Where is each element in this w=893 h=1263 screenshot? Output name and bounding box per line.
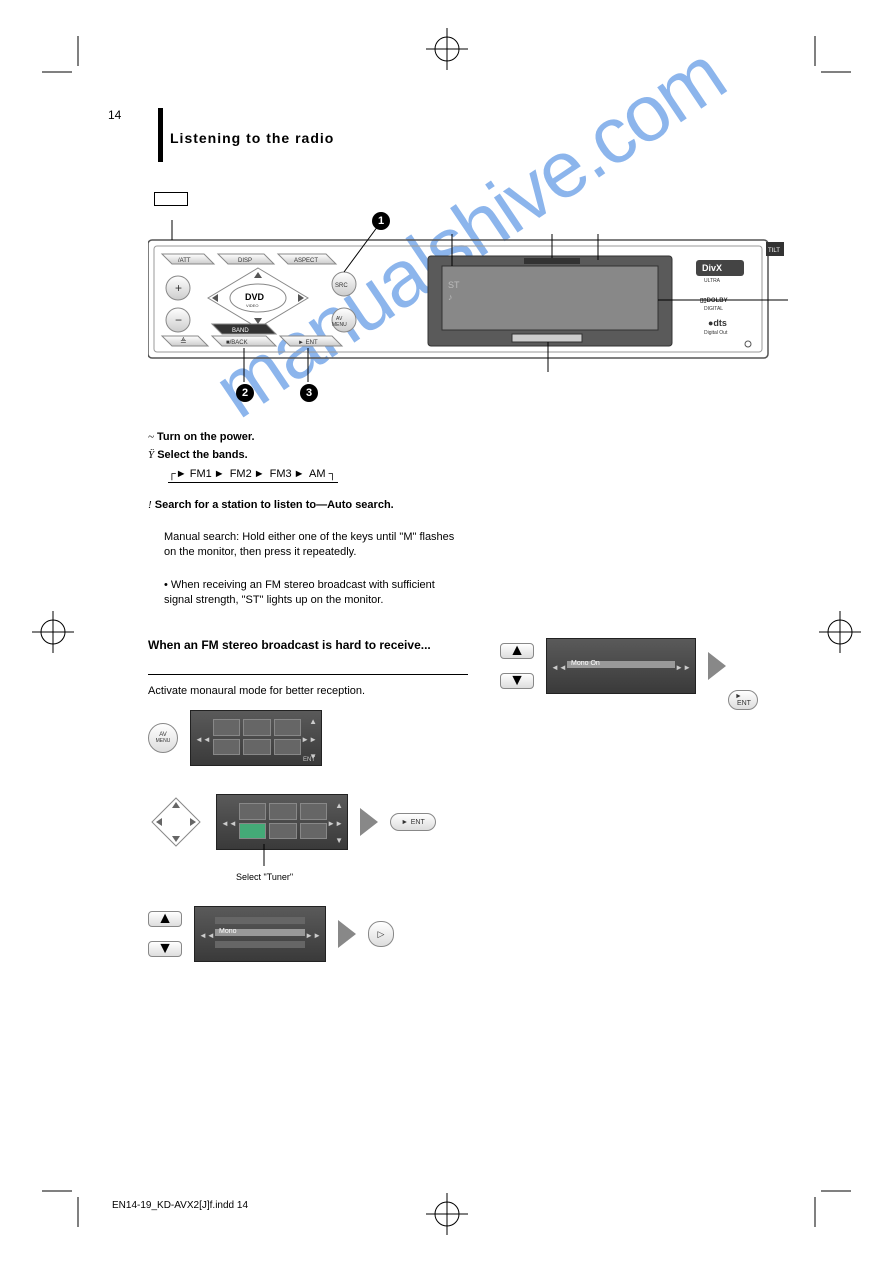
svg-text:DivX: DivX (702, 263, 722, 273)
crop-mark-bl (42, 1179, 90, 1227)
preset-bar (512, 334, 582, 342)
fm-subsection-rule (148, 674, 468, 675)
nav-down-icon-2: ▼ (500, 673, 534, 689)
registration-mark-bottom (426, 1193, 468, 1235)
svg-text:/ATT: /ATT (178, 258, 191, 264)
mini-lcd-4: ◄◄ ►► Mono On (546, 638, 696, 694)
svg-text:ASPECT: ASPECT (294, 258, 318, 264)
footer-filename: EN14-19_KD-AVX2[J]f.indd 14 (112, 1200, 248, 1211)
ent-button-device: ► ENT (280, 336, 342, 346)
svg-text:−: − (175, 313, 182, 327)
nav-right-icon: ▷ (368, 921, 394, 947)
svg-text:DVD: DVD (245, 292, 265, 302)
page-number: 14 (108, 108, 121, 122)
step3-text: ! Search for a station to listen to—Auto… (148, 498, 448, 513)
fm-step3: ▲ ▼ ◄◄ ►► Mono ▷ (148, 906, 394, 962)
callout-box-att (154, 192, 188, 206)
back-button: ■/BACK (212, 336, 276, 346)
band-sequence: ┌► FM1► FM2► FM3► AM ┐ (168, 468, 338, 483)
mini-lcd-2: ◄◄ ►► ▲ ▼ (216, 794, 348, 850)
svg-text:≜: ≜ (180, 337, 187, 346)
fm-step2: ◄◄ ►► ▲ ▼ ► ENT Select "Tuner" (148, 794, 436, 850)
aspect-button: ASPECT (278, 254, 336, 264)
att-button: /ATT (162, 254, 214, 264)
crop-mark-tr (803, 36, 851, 84)
callout-3: 3 (300, 384, 318, 402)
fm-step4: ▲ ▼ ◄◄ ►► Mono On ► ENT (500, 638, 726, 694)
svg-text:●dts: ●dts (708, 318, 727, 328)
mini-lcd-1: ◄◄ ►► ▲ ▼ ENT (190, 710, 322, 766)
dpad: DVD VIDEO (208, 268, 308, 328)
svg-text:Digital Out: Digital Out (704, 330, 728, 336)
disp-button: DISP (218, 254, 274, 264)
screen2-caption: Select "Tuner" (236, 872, 293, 882)
nav-up-icon: ▲ (148, 911, 182, 927)
svg-text:VIDEO: VIDEO (246, 303, 258, 308)
av-menu-button: AVMENU (332, 308, 356, 332)
fm-step1: AVMENU ◄◄ ►► ▲ ▼ ENT (148, 710, 322, 766)
step2-text: Ÿ Select the bands. (148, 448, 248, 463)
mini-lcd-3: ◄◄ ►► Mono (194, 906, 326, 962)
dpad-icon (148, 794, 204, 850)
svg-text:ULTRA: ULTRA (704, 278, 721, 284)
ent-button-icon-2: ► ENT (728, 690, 758, 710)
svg-text:DIGITAL: DIGITAL (704, 306, 723, 312)
step1-text: ~ Turn on the power. (148, 430, 255, 445)
callout-2: 2 (236, 384, 254, 402)
crop-mark-br (803, 1179, 851, 1227)
page-content: 14 Listening to the radio manualshive.co… (108, 100, 808, 1180)
nav-up-icon-2: ▲ (500, 643, 534, 659)
svg-text:▯▯DOLBY: ▯▯DOLBY (700, 298, 728, 304)
callout-1: 1 (372, 212, 390, 230)
section-bar (158, 108, 163, 162)
ent-button-icon: ► ENT (390, 813, 436, 831)
registration-mark-left (32, 611, 74, 653)
registration-mark-right (819, 611, 861, 653)
src-button: SRC (332, 272, 356, 296)
ir-sensor (745, 341, 751, 347)
svg-text:+: + (175, 281, 182, 295)
stereo-note-text: • When receiving an FM stereo broadcast … (164, 578, 464, 608)
device-diagram: /ATT DISP ASPECT + − DVD VIDEO (148, 220, 788, 425)
svg-text:♪: ♪ (448, 292, 453, 302)
disc-slot (524, 258, 580, 264)
manual-search-text: Manual search: Hold either one of the ke… (164, 530, 464, 560)
svg-text:DISP: DISP (238, 258, 252, 264)
crop-mark-tl (42, 36, 90, 84)
arrow-icon-2 (338, 920, 356, 948)
svg-text:TILT: TILT (768, 248, 780, 254)
lcd-screen (442, 266, 658, 330)
svg-text:SRC: SRC (335, 283, 348, 289)
section-title: Listening to the radio (170, 130, 334, 146)
fm-subsection-heading: When an FM stereo broadcast is hard to r… (148, 638, 468, 652)
svg-text:MENU: MENU (332, 322, 347, 328)
eject-button: ≜ (162, 336, 208, 346)
svg-text:ST: ST (448, 280, 460, 290)
fm-step-text: Activate monaural mode for better recept… (148, 684, 468, 699)
arrow-icon-3 (708, 652, 726, 680)
svg-text:BAND: BAND (232, 328, 249, 334)
registration-mark-top (426, 28, 468, 70)
svg-text:► ENT: ► ENT (298, 340, 318, 346)
band-button: BAND (212, 324, 276, 334)
nav-down-icon: ▼ (148, 941, 182, 957)
arrow-icon (360, 808, 378, 836)
av-menu-icon: AVMENU (148, 723, 178, 753)
svg-text:■/BACK: ■/BACK (226, 340, 248, 346)
